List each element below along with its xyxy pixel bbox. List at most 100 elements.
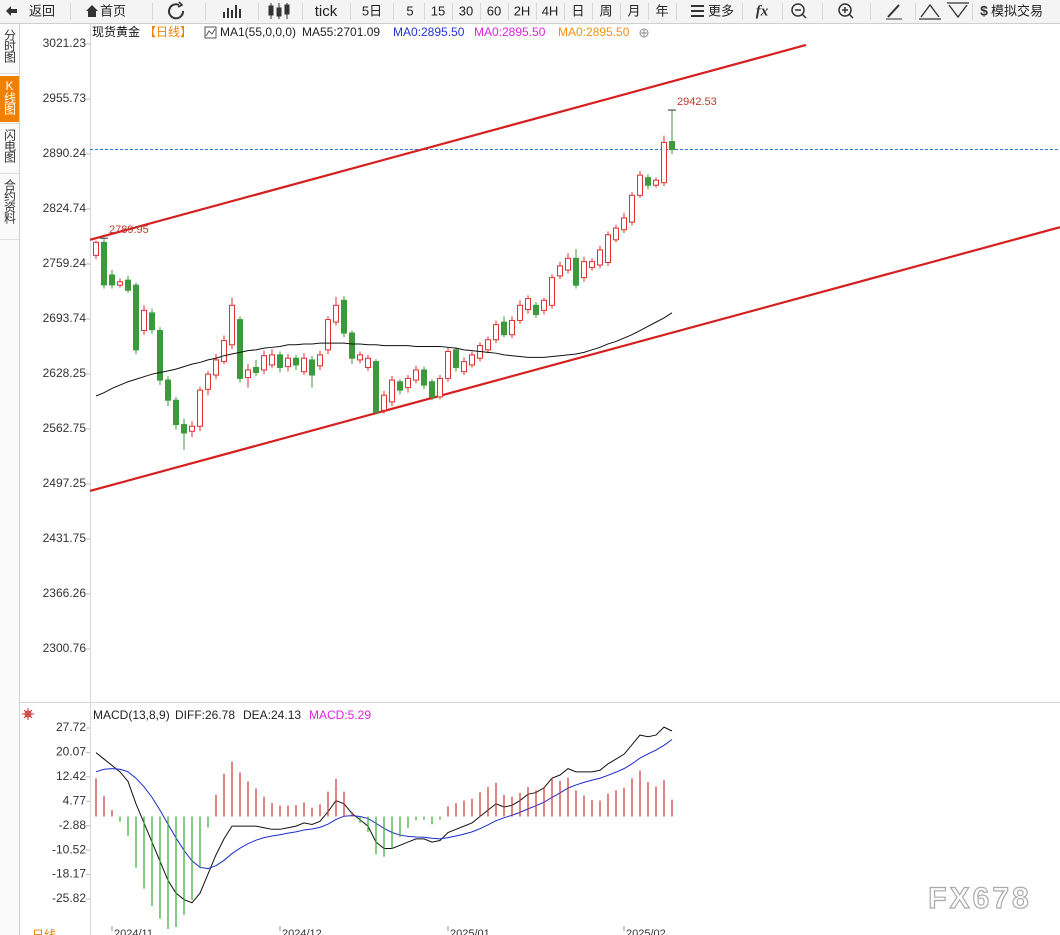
candle-body [93,241,99,256]
candle-body [653,179,659,186]
toolbar-button[interactable]: 2H [514,3,531,18]
candle-body [237,319,243,379]
refresh-arrow[interactable] [177,1,184,8]
candle-body [229,304,235,346]
ma-settings-icon[interactable] [204,26,217,39]
draw-up-icon[interactable] [919,3,941,20]
candle-body [589,261,595,269]
candle-body [213,359,219,376]
trendline [90,43,807,241]
candle-body [637,174,643,196]
high-label: 2789.95 [109,224,149,236]
toolbar-button[interactable]: 年 [655,3,668,18]
y-tick-label: -10.52 [52,842,86,856]
candle-body [181,424,187,434]
home-icon[interactable] [86,5,98,17]
y-tick-label: 2759.24 [43,256,87,270]
legend-entry: DIFF:26.78 [175,708,235,722]
candle-body [517,304,523,321]
candle-body [669,141,675,151]
x-tick-label: 2024/12 [282,928,322,935]
toolbar-button[interactable]: 周 [599,3,612,18]
candle-body [445,351,451,379]
sidebar-tab[interactable]: K线图 [3,79,17,115]
dollar-icon[interactable]: $ [980,3,988,19]
candle-body [597,249,603,266]
toolbar-button[interactable]: 返回 [29,3,55,18]
candle-body [141,309,147,332]
candle-body [429,381,435,398]
watermark: FX678 [928,882,1031,915]
toolbar-button[interactable]: 30 [459,3,473,18]
candle-body [349,332,355,359]
y-tick-label: 20.07 [56,745,86,759]
candle-body [277,354,283,368]
bar-chart-icon[interactable] [223,5,241,18]
candle-icon[interactable] [268,3,290,19]
toolbar-button[interactable]: 月 [627,3,640,18]
candle-body [541,299,547,311]
candle-body [453,349,459,368]
toolbar-button[interactable]: 60 [487,3,501,18]
candle-body [125,279,131,291]
sidebar-tab[interactable]: 合约资料 [3,178,17,224]
period-tab[interactable]: 日线 [32,928,56,935]
legend-entry: MA55:2701.09 [302,25,380,39]
toolbar-button[interactable]: 模拟交易 [991,3,1043,18]
sidebar-tab[interactable]: 分时图 [3,29,17,63]
toolbar-button[interactable]: 5 [406,3,413,18]
candle-body [493,324,499,341]
toolbar-button[interactable]: 日 [571,3,584,18]
y-tick-label: 2562.75 [43,421,87,435]
candle-body [613,227,619,241]
candle-body [117,281,123,286]
pen-icon[interactable] [886,4,902,20]
legend-entry: MA0:2895.50 [474,25,546,39]
y-tick-label: 2693.74 [43,311,87,325]
toolbar-button[interactable]: 更多 [708,3,734,18]
toolbar-button[interactable]: 5日 [362,3,382,18]
candle-body [621,217,627,231]
candle-body [245,369,251,379]
candle-body [501,321,507,336]
legend-entry: MACD(13,8,9) [93,708,170,722]
back-icon[interactable] [6,6,17,16]
candle-body [573,257,579,286]
y-tick-label: 2628.25 [43,366,87,380]
candle-body [509,319,515,336]
y-tick-label: 4.77 [63,793,87,807]
menu-icon[interactable] [691,5,704,17]
y-tick-label: 2497.25 [43,476,87,490]
chart-title: 现货黄金 [92,24,140,39]
add-indicator-icon[interactable] [639,28,649,38]
legend-entry: MA0:2895.50 [558,25,630,39]
zoom-in-icon[interactable] [838,3,854,19]
candle-body [461,361,467,373]
indicator-settings-icon[interactable] [22,708,34,720]
candle-body [221,340,227,363]
toolbar-button[interactable]: 4H [542,3,559,18]
toolbar-button[interactable]: 首页 [100,3,126,18]
candle-body [549,277,555,306]
y-tick-label: 2431.75 [43,531,87,545]
candle-body [157,330,163,381]
candle-body [565,257,571,271]
zoom-out-icon[interactable] [791,3,807,19]
fx-icon[interactable]: fx [756,3,769,19]
candle-body [109,274,115,286]
refresh-icon[interactable] [168,3,185,20]
toolbar-button[interactable]: 15 [431,3,445,18]
y-tick-label: -2.88 [59,818,87,832]
candle-body [301,357,307,373]
candle-body [101,241,107,286]
sidebar-tab[interactable]: 闪电图 [3,129,17,163]
toolbar-button[interactable]: tick [315,3,338,20]
candle-body [261,355,267,371]
candle-body [533,304,539,316]
candle-body [405,377,411,389]
candle-body [373,361,379,413]
draw-down-icon[interactable] [947,2,969,19]
candle-body [525,298,531,311]
candle-body [333,304,339,323]
